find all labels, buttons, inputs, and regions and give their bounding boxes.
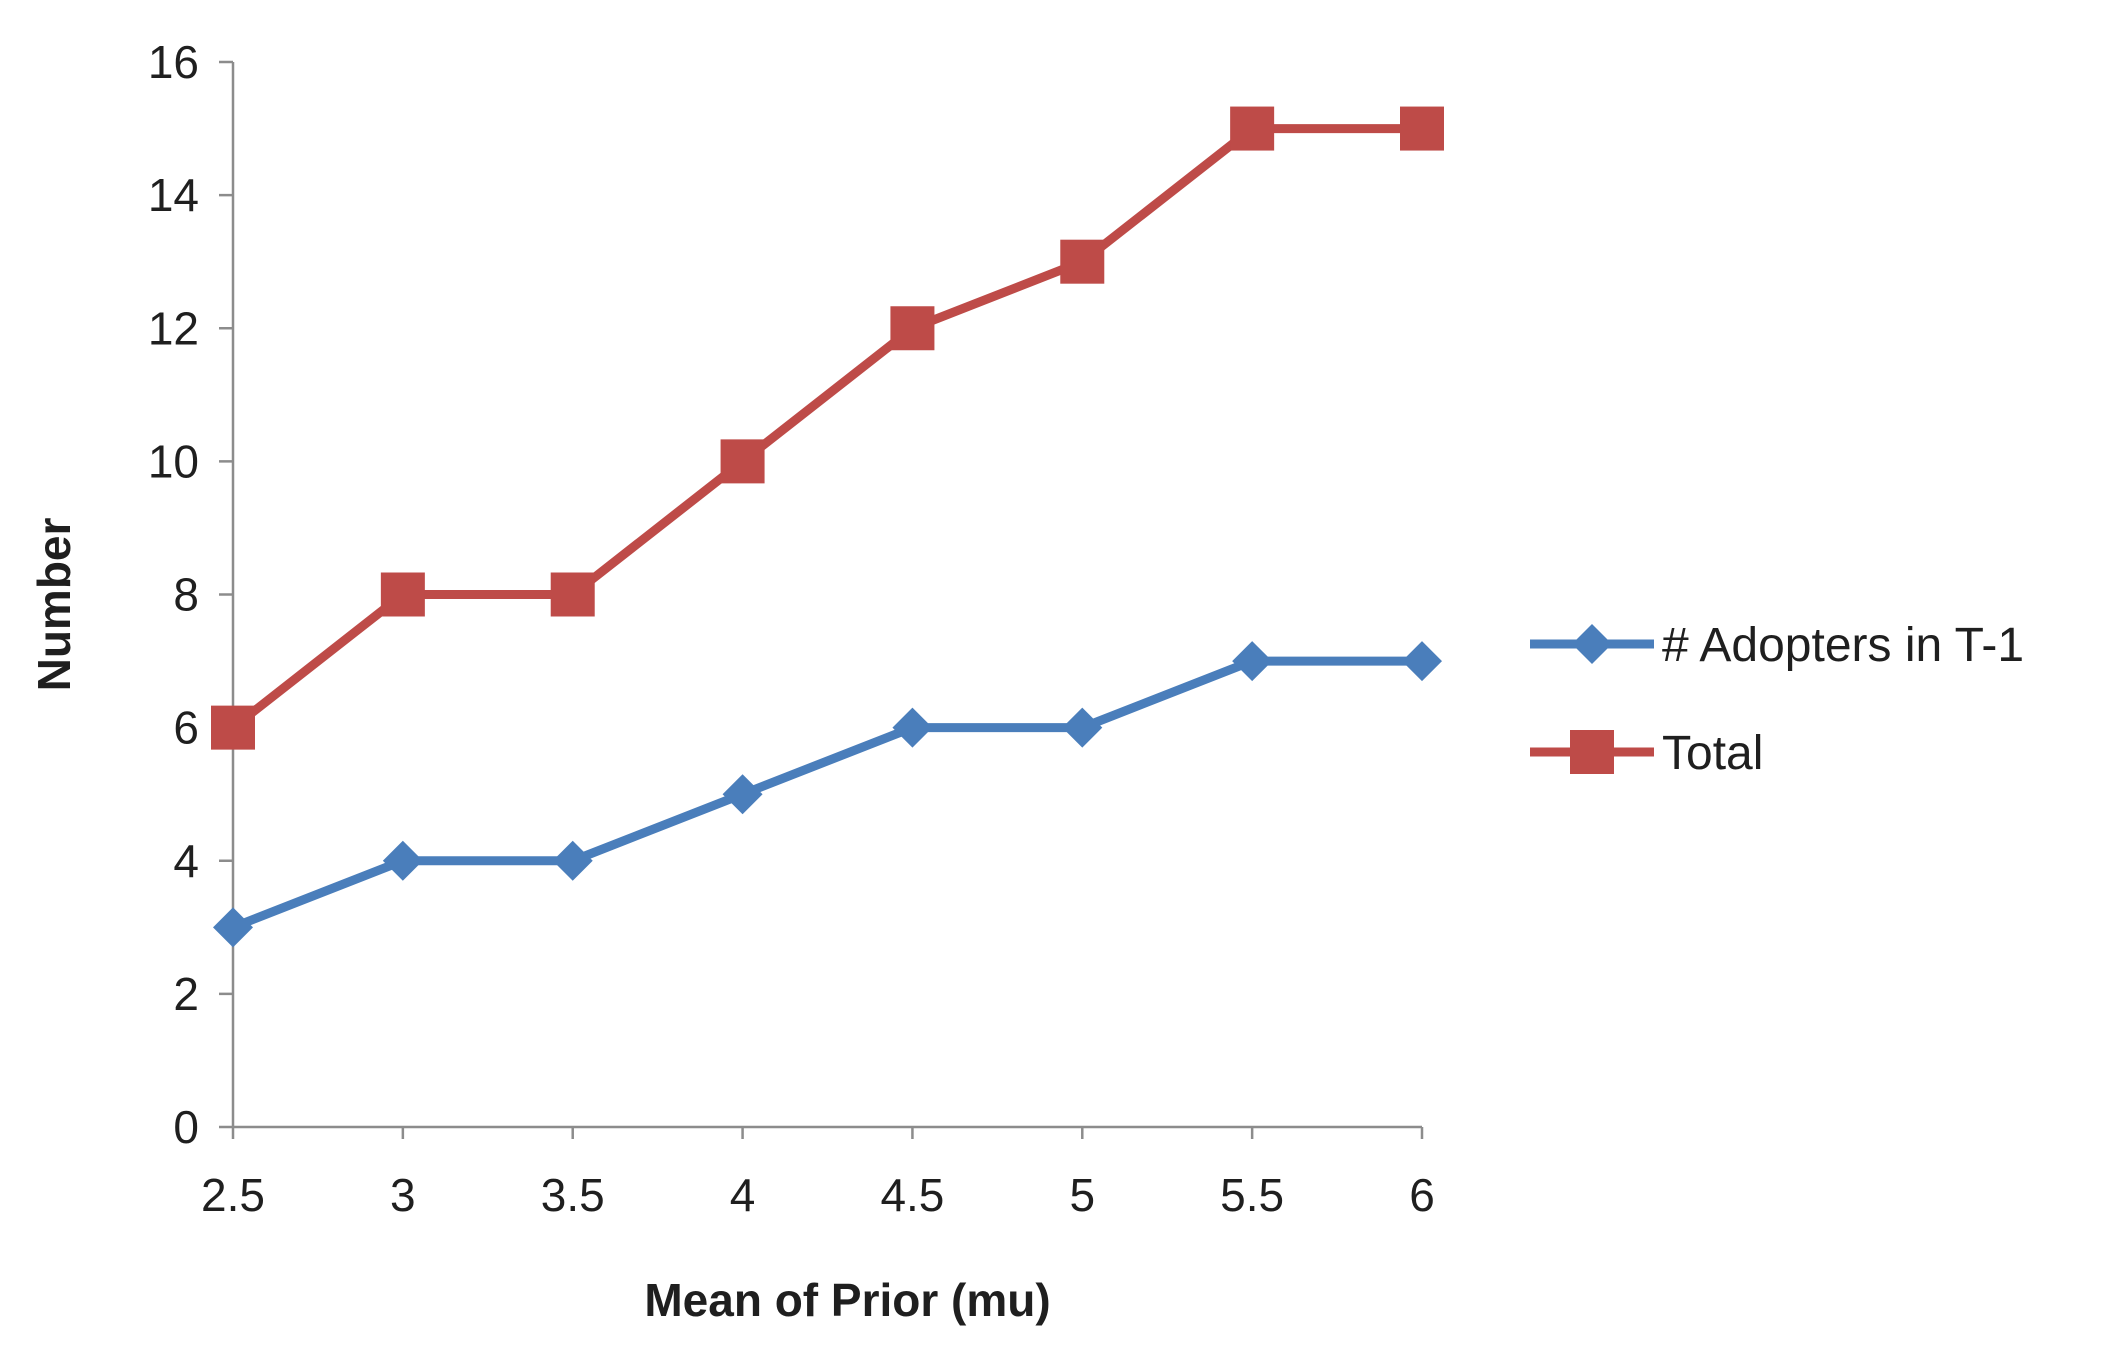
legend-label-total: Total	[1662, 727, 1763, 780]
y-tick-label: 10	[148, 435, 199, 487]
square-marker	[211, 705, 255, 750]
diamond-marker	[1062, 707, 1103, 748]
y-tick-label: 12	[148, 302, 199, 354]
legend-label-adopters: # Adopters in T-1	[1662, 619, 2024, 672]
x-tick-label: 4.5	[880, 1169, 944, 1221]
diamond-marker	[382, 840, 423, 881]
legend: # Adopters in T-1 Total	[1530, 619, 2024, 780]
x-axis-title: Mean of Prior (mu)	[644, 1274, 1050, 1326]
legend-square-marker	[1570, 730, 1614, 774]
legend-diamond-marker	[1572, 624, 1612, 664]
y-tick-label: 4	[173, 835, 199, 887]
x-tick-label: 3	[390, 1169, 416, 1221]
series-layer	[211, 106, 1444, 948]
y-axis-title: Number	[28, 518, 80, 692]
legend-item-total: Total	[1530, 727, 1763, 780]
legend-item-adopters: # Adopters in T-1	[1530, 619, 2024, 672]
diamond-marker	[1232, 641, 1273, 682]
x-tick-label: 4	[730, 1169, 756, 1221]
diamond-marker	[213, 907, 253, 948]
y-tick-label: 14	[148, 169, 199, 221]
x-axis-ticks: 2.5 3 3.5 4 4.5 5 5.5 6	[201, 1127, 1435, 1221]
y-tick-label: 6	[173, 702, 199, 754]
square-marker	[1060, 239, 1105, 284]
square-marker	[1400, 106, 1444, 151]
y-tick-label: 8	[173, 569, 199, 621]
x-tick-label: 5	[1069, 1169, 1095, 1221]
axes: 0 2 4 6 8 10 12 14 16 2.5 3 3.5 4 4.5 5 5.5 6	[148, 36, 1435, 1221]
y-axis-ticks: 0 2 4 6 8 10 12 14 16	[148, 36, 233, 1153]
square-marker	[720, 439, 765, 484]
y-tick-label: 16	[148, 36, 199, 88]
x-tick-label: 5.5	[1220, 1169, 1284, 1221]
series-line	[228, 656, 1427, 932]
series-total	[211, 106, 1444, 750]
square-marker	[380, 572, 425, 617]
y-tick-label: 0	[173, 1101, 199, 1153]
square-marker	[550, 572, 595, 617]
series-adopters	[213, 641, 1442, 948]
square-marker	[890, 306, 935, 351]
diamond-marker	[892, 707, 933, 748]
diamond-marker	[722, 774, 763, 815]
square-marker	[1230, 106, 1275, 151]
diamond-marker	[552, 840, 593, 881]
y-tick-label: 2	[173, 968, 199, 1020]
x-tick-label: 2.5	[201, 1169, 265, 1221]
series-line	[228, 124, 1427, 733]
x-tick-label: 3.5	[541, 1169, 605, 1221]
x-tick-label: 6	[1409, 1169, 1435, 1221]
diamond-marker	[1402, 641, 1442, 682]
